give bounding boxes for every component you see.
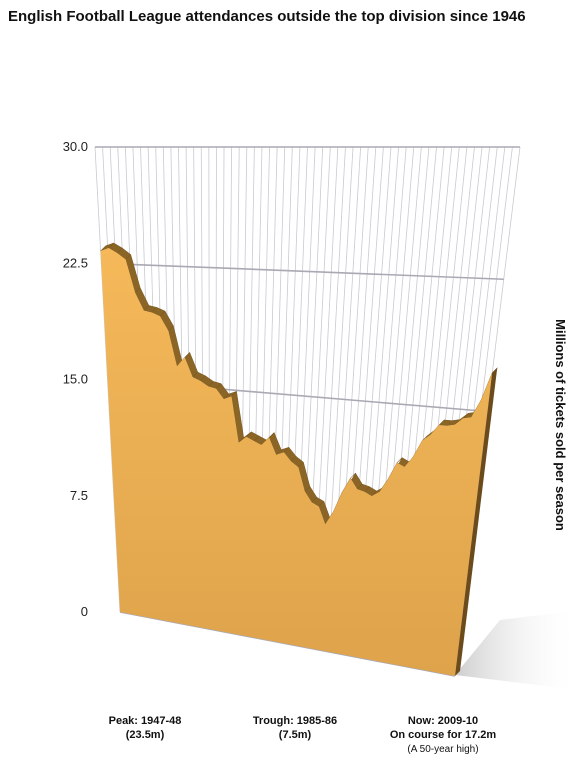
area-series: [100, 248, 493, 676]
now-value: On course for 17.2m: [389, 729, 497, 741]
trough-label: Trough: 1985-86: [252, 715, 338, 727]
y-tick-label: 22.5: [63, 255, 88, 270]
peak-value: (23.5m): [125, 729, 165, 741]
chart-title: English Football League attendances outs…: [8, 8, 526, 25]
now-annotation: Now: 2009-10 On course for 17.2m (A 50-y…: [378, 714, 508, 757]
y-tick-label: 7.5: [70, 488, 88, 503]
area-right-edge: [455, 367, 498, 676]
y-tick-label: 0: [81, 604, 88, 619]
now-note: (A 50-year high): [407, 744, 479, 755]
trough-annotation: Trough: 1985-86 (7.5m): [240, 714, 350, 742]
peak-annotation: Peak: 1947-48 (23.5m): [95, 714, 195, 742]
y-axis: 0 7.5 15.0 22.5 30.0: [63, 139, 88, 619]
y-tick-label: 30.0: [63, 139, 88, 154]
grid-line-horizontal: [101, 262, 504, 281]
peak-label: Peak: 1947-48: [108, 715, 182, 727]
now-label: Now: 2009-10: [407, 715, 479, 727]
y-tick-label: 15.0: [63, 372, 88, 387]
chart-shadow: [455, 610, 580, 690]
y-axis-label: Millions of tickets sold per season: [553, 319, 568, 531]
trough-value: (7.5m): [278, 729, 312, 741]
